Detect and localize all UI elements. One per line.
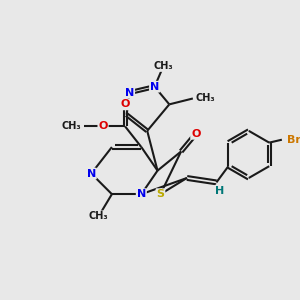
Text: H: H [215, 186, 225, 196]
Text: N: N [150, 82, 159, 92]
Text: CH₃: CH₃ [154, 61, 173, 71]
Text: N: N [125, 88, 134, 98]
Text: O: O [120, 99, 130, 110]
Text: N: N [87, 169, 96, 178]
Text: O: O [191, 129, 200, 139]
Text: CH₃: CH₃ [62, 122, 82, 131]
Text: CH₃: CH₃ [196, 94, 215, 103]
Text: N: N [137, 189, 146, 199]
Text: O: O [98, 122, 108, 131]
Text: CH₃: CH₃ [89, 211, 109, 221]
Text: Br: Br [287, 135, 300, 145]
Text: S: S [157, 189, 164, 199]
